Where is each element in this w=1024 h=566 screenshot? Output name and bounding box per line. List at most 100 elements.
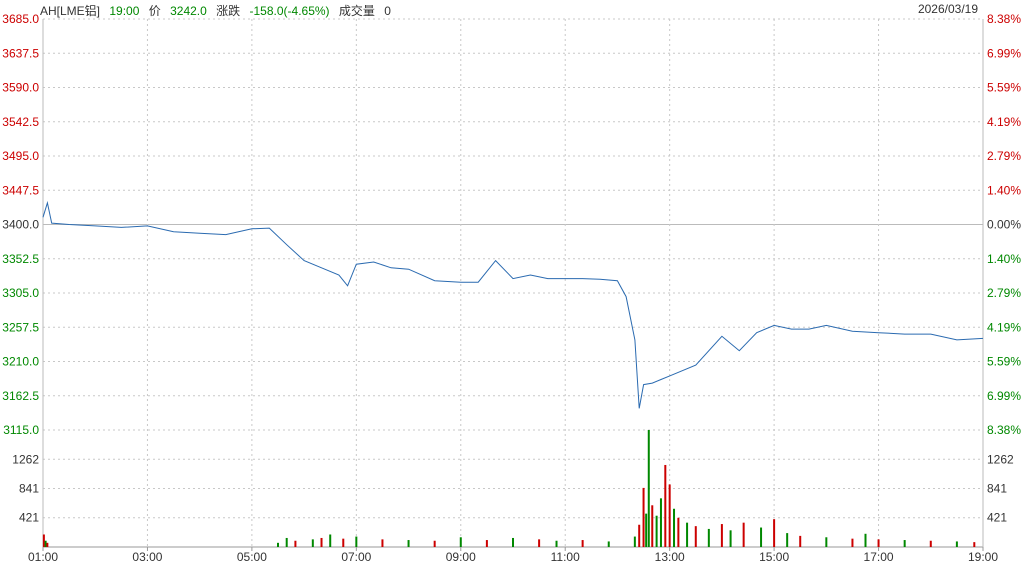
volume-bar xyxy=(329,534,332,547)
volume-bar xyxy=(694,526,697,547)
volume-bar xyxy=(760,527,763,547)
time-tick-label: 17:00 xyxy=(864,550,894,564)
price-tick-label: 3162.5 xyxy=(2,389,39,403)
volume-tick-label: 841 xyxy=(19,482,39,496)
volume-bar xyxy=(44,540,47,547)
percent-tick-label: 1.40% xyxy=(987,183,1021,197)
percent-tick-label: 5.59% xyxy=(987,355,1021,369)
volume-bar xyxy=(607,541,610,547)
percent-tick-label: 6.99% xyxy=(987,46,1021,60)
volume-bar xyxy=(799,535,802,547)
percent-tick-label: 0.00% xyxy=(987,218,1021,232)
volume-bar xyxy=(973,542,976,547)
volume-bar xyxy=(825,537,828,547)
grid-lines xyxy=(42,18,984,551)
symbol-label: AH[LME铝] xyxy=(40,4,101,18)
change-value: -158.0(-4.65%) xyxy=(249,4,330,18)
price-tick-label: 3590.0 xyxy=(2,81,39,95)
time-tick-label: 13:00 xyxy=(655,550,685,564)
price-tick-label: 3352.5 xyxy=(2,252,39,266)
price-tick-label: 3685.0 xyxy=(2,12,39,26)
percent-axis-labels: 8.38% 6.99% 5.59% 4.19% 2.79% 1.40% 0.00% 1.40%… xyxy=(987,12,1021,437)
volume-bar xyxy=(642,487,645,547)
volume-bar xyxy=(647,430,650,547)
percent-tick-label: 8.38% xyxy=(987,12,1021,26)
date-label: 2026/03/19 xyxy=(917,2,978,16)
time-tick-label: 15:00 xyxy=(759,550,789,564)
price-tick-label: 3210.0 xyxy=(2,355,39,369)
price-tick-label: 3305.0 xyxy=(2,286,39,300)
volume-bar xyxy=(955,541,958,547)
volume-bar xyxy=(294,540,297,547)
volume-bar xyxy=(638,524,641,547)
volume-bar xyxy=(633,536,636,547)
volume-bar xyxy=(773,519,776,547)
volume-caption: 成交量 xyxy=(338,4,375,18)
volume-bar xyxy=(877,539,880,547)
price-tick-label: 3495.0 xyxy=(2,149,39,163)
price-tick-label: 3257.5 xyxy=(2,320,39,334)
volume-bar xyxy=(707,528,710,547)
volume-bar xyxy=(929,540,932,547)
volume-bar xyxy=(42,534,45,547)
percent-tick-label: 4.19% xyxy=(987,115,1021,129)
quote-header: AH[LME铝] 19:00 价 3242.0 涨跌 -158.0(-4.65%… xyxy=(40,2,397,19)
volume-bar xyxy=(581,540,584,547)
volume-bar xyxy=(485,540,488,547)
price-tick-label: 3542.5 xyxy=(2,115,39,129)
volume-bar xyxy=(311,539,314,547)
volume-bar xyxy=(538,539,541,547)
volume-bar xyxy=(864,533,867,547)
volume-bar xyxy=(285,537,288,547)
volume-value: 0 xyxy=(384,4,391,18)
volume-bar xyxy=(903,540,906,547)
volume-bar xyxy=(645,513,648,547)
price-tick-label: 3447.5 xyxy=(2,183,39,197)
volume-bar xyxy=(381,539,384,547)
volume-bar xyxy=(355,536,358,547)
time-tick-label: 03:00 xyxy=(132,550,162,564)
volume-tick-label: 421 xyxy=(19,511,39,525)
percent-tick-label: 6.99% xyxy=(987,389,1021,403)
volume-bar xyxy=(677,517,680,547)
volume-bar xyxy=(342,538,345,547)
price-value: 3242.0 xyxy=(170,4,207,18)
volume-bar xyxy=(786,533,789,547)
volume-bar xyxy=(720,524,723,547)
time-tick-label: 01:00 xyxy=(28,550,58,564)
time-tick-label: 07:00 xyxy=(341,550,371,564)
volume-bar xyxy=(742,522,745,547)
percent-tick-label: 2.79% xyxy=(987,149,1021,163)
time-label: 19:00 xyxy=(109,4,140,18)
change-caption: 涨跌 xyxy=(216,4,241,18)
volume-bar xyxy=(407,540,410,547)
volume-bars xyxy=(42,430,976,547)
percent-tick-label: 2.79% xyxy=(987,286,1021,300)
time-tick-label: 05:00 xyxy=(237,550,267,564)
price-line-layer xyxy=(42,200,984,409)
volume-bar xyxy=(664,464,667,547)
volume-axis-labels: 1262 1262 841 841 421 421 xyxy=(12,452,1014,524)
volume-bar xyxy=(655,515,658,547)
volume-bar xyxy=(277,542,279,547)
percent-tick-label: 4.19% xyxy=(987,320,1021,334)
volume-bar xyxy=(433,540,436,547)
price-tick-label: 3637.5 xyxy=(2,46,39,60)
price-axis-labels: 3685.0 3637.5 3590.0 3542.5 3495.0 3447.5 3400… xyxy=(2,12,39,437)
volume-tick-label: 421 xyxy=(987,511,1007,525)
volume-bar xyxy=(659,498,662,547)
volume-bar xyxy=(555,540,558,547)
volume-bar xyxy=(459,537,462,547)
volume-bar xyxy=(46,542,49,547)
volume-bar xyxy=(673,508,676,547)
time-axis-labels: 01:00 03:00 05:00 07:00 09:00 11:00 13:00 15:00… xyxy=(28,550,998,564)
volume-bar xyxy=(651,505,654,547)
percent-tick-label: 8.38% xyxy=(987,423,1021,437)
volume-bar xyxy=(729,530,732,547)
volume-bar xyxy=(851,538,854,547)
time-tick-label: 09:00 xyxy=(446,550,476,564)
volume-tick-label: 1262 xyxy=(987,452,1014,466)
price-tick-label: 3115.0 xyxy=(3,423,39,437)
